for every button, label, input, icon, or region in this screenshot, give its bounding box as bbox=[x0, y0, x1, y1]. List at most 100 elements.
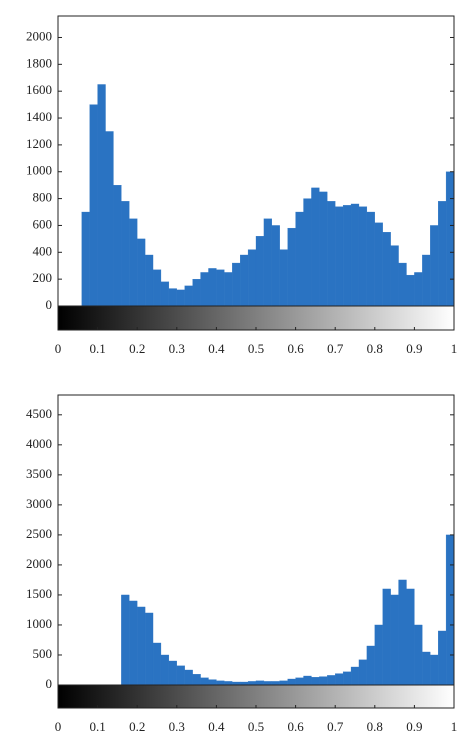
x-tick-label: 0.7 bbox=[327, 719, 344, 734]
bar bbox=[358, 659, 368, 686]
bar bbox=[295, 677, 304, 686]
bar bbox=[335, 206, 344, 307]
y-tick-label: 1500 bbox=[26, 586, 52, 601]
x-tick-label: 0.8 bbox=[367, 341, 383, 356]
bar bbox=[255, 236, 265, 307]
bar bbox=[216, 680, 225, 686]
bar bbox=[129, 600, 138, 686]
y-tick-label: 600 bbox=[33, 216, 53, 231]
x-tick-label: 1 bbox=[451, 719, 458, 734]
y-tick-label: 1000 bbox=[26, 616, 52, 631]
bar bbox=[224, 272, 233, 307]
y-tick-label: 1000 bbox=[26, 163, 52, 178]
bar bbox=[374, 624, 383, 686]
bar bbox=[121, 201, 130, 307]
x-tick-label: 0.6 bbox=[287, 719, 304, 734]
bar bbox=[303, 198, 312, 307]
x-tick-label: 0.3 bbox=[169, 719, 185, 734]
bar bbox=[263, 681, 272, 686]
x-tick-label: 0.6 bbox=[287, 341, 304, 356]
x-tick-label: 0.5 bbox=[248, 341, 264, 356]
bar bbox=[160, 281, 170, 307]
bar bbox=[319, 676, 328, 686]
bar bbox=[113, 185, 122, 307]
bar bbox=[438, 630, 447, 686]
y-tick-label: 800 bbox=[33, 190, 53, 205]
bar bbox=[390, 245, 399, 307]
bar bbox=[319, 191, 328, 307]
bar bbox=[144, 254, 154, 307]
bar bbox=[144, 612, 154, 686]
bar bbox=[422, 651, 431, 686]
bar bbox=[271, 225, 280, 307]
bar bbox=[342, 671, 352, 686]
y-tick-label: 3500 bbox=[26, 466, 52, 481]
x-tick-label: 0.4 bbox=[208, 341, 225, 356]
bar bbox=[430, 654, 439, 686]
bar bbox=[414, 272, 423, 307]
bar bbox=[342, 205, 352, 307]
bar bbox=[430, 225, 439, 307]
bar bbox=[200, 272, 209, 307]
x-tick-label: 0.2 bbox=[129, 719, 145, 734]
bar bbox=[327, 201, 336, 307]
x-tick-label: 0.8 bbox=[367, 719, 383, 734]
bar bbox=[168, 660, 177, 686]
bar bbox=[406, 588, 415, 686]
bar bbox=[247, 681, 257, 686]
x-tick-label: 0.1 bbox=[89, 341, 105, 356]
bar bbox=[287, 227, 296, 307]
x-tick-label: 0 bbox=[55, 341, 62, 356]
bar bbox=[216, 269, 225, 307]
bar bbox=[224, 681, 233, 686]
bar bbox=[152, 269, 162, 307]
bar bbox=[374, 222, 383, 307]
y-tick-label: 0 bbox=[46, 676, 53, 691]
y-tick-label: 4000 bbox=[26, 436, 52, 451]
y-tick-label: 1200 bbox=[26, 136, 52, 151]
bar bbox=[97, 84, 106, 307]
bar bbox=[358, 206, 368, 307]
y-tick-label: 2500 bbox=[26, 526, 52, 541]
y-tick-label: 0 bbox=[46, 297, 53, 312]
bar bbox=[311, 187, 320, 307]
bar bbox=[366, 645, 375, 686]
colorbar bbox=[57, 305, 455, 331]
x-tick-label: 0.9 bbox=[406, 341, 422, 356]
colorbar bbox=[57, 684, 455, 709]
bar bbox=[247, 249, 257, 307]
y-tick-label: 200 bbox=[33, 270, 53, 285]
y-tick-label: 2000 bbox=[26, 556, 52, 571]
x-tick-label: 0.3 bbox=[169, 341, 185, 356]
y-tick-label: 1600 bbox=[26, 82, 52, 97]
y-tick-label: 500 bbox=[33, 646, 53, 661]
bar bbox=[422, 254, 431, 307]
bar bbox=[438, 201, 447, 307]
bar bbox=[176, 289, 185, 307]
bar bbox=[311, 677, 320, 686]
y-tick-label: 1800 bbox=[26, 55, 52, 70]
bar bbox=[152, 642, 162, 686]
y-tick-label: 400 bbox=[33, 243, 53, 258]
bar bbox=[382, 588, 391, 686]
bar bbox=[287, 678, 296, 686]
y-tick-label: 1400 bbox=[26, 109, 52, 124]
y-tick-label: 2000 bbox=[26, 28, 52, 43]
bar bbox=[137, 238, 146, 307]
bar bbox=[398, 579, 407, 686]
bar bbox=[382, 232, 391, 307]
bar bbox=[303, 675, 312, 686]
x-tick-label: 0 bbox=[55, 719, 62, 734]
bar bbox=[279, 249, 288, 307]
x-tick-label: 0.5 bbox=[248, 719, 264, 734]
bar bbox=[279, 680, 288, 686]
x-tick-label: 0.4 bbox=[208, 719, 225, 734]
y-tick-label: 3000 bbox=[26, 496, 52, 511]
bar bbox=[350, 203, 360, 307]
bar bbox=[366, 211, 375, 307]
bar bbox=[240, 254, 249, 307]
bar bbox=[160, 654, 170, 686]
bar bbox=[208, 268, 217, 307]
axes-box bbox=[57, 15, 455, 307]
